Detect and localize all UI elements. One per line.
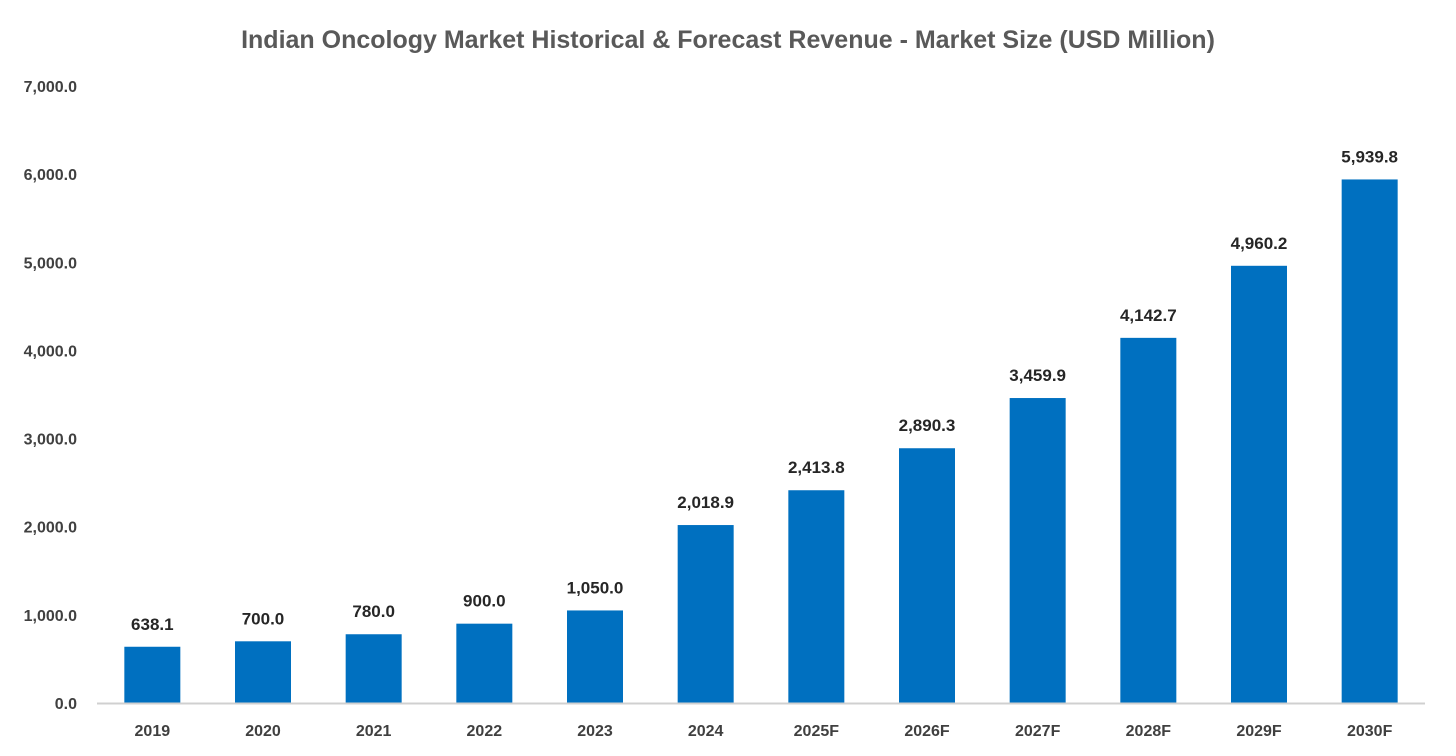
data-label: 638.1 — [131, 615, 174, 634]
x-tick-label: 2028F — [1126, 723, 1172, 740]
y-tick-label: 5,000.0 — [24, 255, 77, 272]
bar — [788, 490, 845, 703]
y-axis: 0.0 1,000.0 2,000.0 3,000.0 4,000.0 5,000.0 6,… — [24, 79, 77, 713]
x-tick-label: 2025F — [794, 723, 840, 740]
data-label: 4,960.2 — [1231, 234, 1288, 253]
bar — [1009, 398, 1066, 703]
x-tick-label: 2021 — [356, 723, 392, 740]
x-tick-label: 2019 — [135, 723, 171, 740]
data-label: 4,142.7 — [1120, 306, 1177, 325]
bar — [1341, 179, 1398, 704]
x-tick-label: 2027F — [1015, 723, 1061, 740]
data-label: 2,018.9 — [677, 493, 734, 512]
data-label: 2,413.8 — [788, 458, 845, 477]
data-label: 1,050.0 — [567, 578, 624, 597]
x-tick-label: 2024 — [688, 723, 724, 740]
bar — [235, 641, 291, 703]
data-label: 2,890.3 — [899, 416, 956, 435]
bar — [456, 623, 513, 703]
x-tick-label: 2023 — [577, 723, 613, 740]
data-label: 700.0 — [242, 609, 285, 628]
bars: 638.1 700.0 780.0 900.0 1,050.0 2,018.9 2,413.… — [124, 147, 1398, 704]
x-axis: 2019 2020 2021 2022 2023 2024 2025F 2026F 2027F 2… — [135, 723, 1393, 740]
bar — [124, 646, 181, 703]
x-tick-label: 2022 — [467, 723, 503, 740]
data-label: 5,939.8 — [1341, 147, 1398, 166]
y-tick-label: 6,000.0 — [24, 167, 77, 184]
x-tick-label: 2029F — [1236, 723, 1282, 740]
y-tick-label: 4,000.0 — [24, 343, 77, 360]
y-tick-label: 2,000.0 — [24, 520, 77, 537]
x-tick-label: 2026F — [904, 723, 950, 740]
x-tick-label: 2020 — [245, 723, 281, 740]
bar — [899, 448, 955, 703]
bar — [567, 610, 623, 703]
bar — [1231, 265, 1287, 703]
data-label: 3,459.9 — [1009, 366, 1066, 385]
bar — [345, 634, 402, 703]
y-tick-label: 7,000.0 — [24, 79, 77, 96]
bar — [677, 525, 734, 703]
data-label: 900.0 — [463, 592, 506, 611]
y-tick-label: 0.0 — [55, 696, 77, 713]
y-tick-label: 1,000.0 — [24, 608, 77, 625]
bar — [1120, 337, 1177, 703]
y-tick-label: 3,000.0 — [24, 432, 77, 449]
x-tick-label: 2030F — [1347, 723, 1393, 740]
chart-title: Indian Oncology Market Historical & Fore… — [241, 26, 1215, 54]
data-label: 780.0 — [352, 602, 395, 621]
